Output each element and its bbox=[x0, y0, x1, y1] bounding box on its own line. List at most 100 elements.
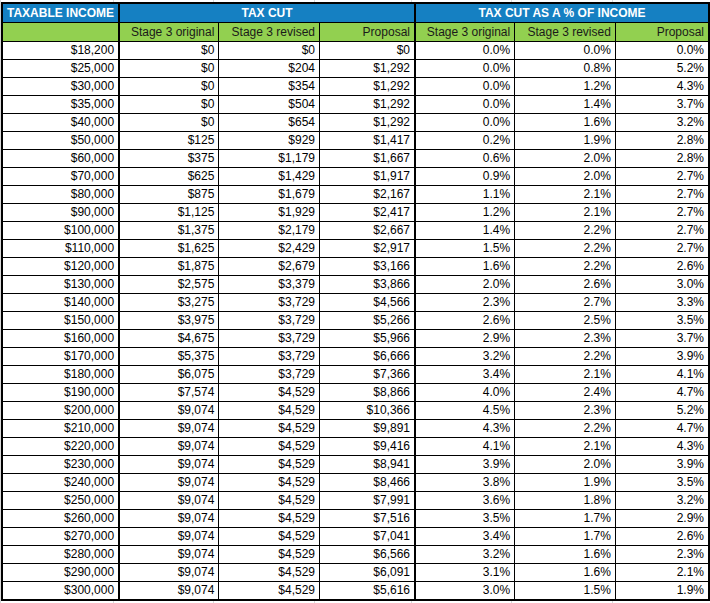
stage3-original-pct-cell[interactable]: 3.1% bbox=[415, 564, 515, 582]
stage3-original-cell[interactable]: $0 bbox=[119, 42, 219, 60]
income-cell[interactable]: $180,000 bbox=[2, 366, 119, 384]
stage3-original-pct-cell[interactable]: 2.6% bbox=[415, 312, 515, 330]
stage3-revised-cell[interactable]: $3,729 bbox=[219, 330, 320, 348]
income-cell[interactable]: $290,000 bbox=[2, 564, 119, 582]
proposal-pct-cell[interactable]: 4.7% bbox=[615, 384, 709, 402]
stage3-revised-pct-cell[interactable]: 1.5% bbox=[515, 582, 616, 601]
stage3-revised-cell[interactable]: $1,179 bbox=[219, 150, 320, 168]
stage3-revised-pct-cell[interactable]: 2.4% bbox=[515, 384, 616, 402]
stage3-revised-pct-cell[interactable]: 0.0% bbox=[515, 42, 616, 60]
stage3-revised-pct-cell[interactable]: 2.5% bbox=[515, 312, 616, 330]
stage3-revised-pct-cell[interactable]: 1.4% bbox=[515, 96, 616, 114]
proposal-pct-cell[interactable]: 3.3% bbox=[615, 294, 709, 312]
proposal-pct-cell[interactable]: 3.5% bbox=[615, 312, 709, 330]
stage3-original-cell[interactable]: $9,074 bbox=[119, 402, 219, 420]
stage3-revised-pct-cell[interactable]: 1.2% bbox=[515, 78, 616, 96]
stage3-revised-pct-cell[interactable]: 1.6% bbox=[515, 564, 616, 582]
subheader-blank-cell[interactable] bbox=[2, 23, 119, 42]
proposal-pct-cell[interactable]: 5.2% bbox=[615, 60, 709, 78]
stage3-revised-pct-cell[interactable]: 1.8% bbox=[515, 492, 616, 510]
proposal-pct-cell[interactable]: 2.7% bbox=[615, 186, 709, 204]
proposal-pct-cell[interactable]: 2.8% bbox=[615, 150, 709, 168]
income-cell[interactable]: $25,000 bbox=[2, 60, 119, 78]
proposal-pct-cell[interactable]: 2.6% bbox=[615, 258, 709, 276]
proposal-cell[interactable]: $7,991 bbox=[320, 492, 415, 510]
income-cell[interactable]: $40,000 bbox=[2, 114, 119, 132]
stage3-revised-pct-cell[interactable]: 2.2% bbox=[515, 258, 616, 276]
income-cell[interactable]: $170,000 bbox=[2, 348, 119, 366]
stage3-original-pct-cell[interactable]: 3.5% bbox=[415, 510, 515, 528]
income-cell[interactable]: $50,000 bbox=[2, 132, 119, 150]
proposal-pct-cell[interactable]: 5.2% bbox=[615, 402, 709, 420]
stage3-revised-cell[interactable]: $1,429 bbox=[219, 168, 320, 186]
stage3-original-cell[interactable]: $7,574 bbox=[119, 384, 219, 402]
stage3-revised-pct-cell[interactable]: 2.6% bbox=[515, 276, 616, 294]
stage3-original-pct-cell[interactable]: 0.0% bbox=[415, 60, 515, 78]
stage3-original-pct-cell[interactable]: 3.2% bbox=[415, 546, 515, 564]
income-cell[interactable]: $210,000 bbox=[2, 420, 119, 438]
proposal-pct-cell[interactable]: 2.7% bbox=[615, 222, 709, 240]
stage3-original-cell[interactable]: $9,074 bbox=[119, 510, 219, 528]
stage3-original-cell[interactable]: $3,275 bbox=[119, 294, 219, 312]
proposal-cell[interactable]: $6,091 bbox=[320, 564, 415, 582]
stage3-revised-pct-cell[interactable]: 2.0% bbox=[515, 168, 616, 186]
proposal-pct-cell[interactable]: 2.9% bbox=[615, 510, 709, 528]
proposal-pct-cell[interactable]: 0.0% bbox=[615, 42, 709, 60]
proposal-cell[interactable]: $7,041 bbox=[320, 528, 415, 546]
proposal-cell[interactable]: $1,292 bbox=[320, 60, 415, 78]
proposal-pct-cell[interactable]: 2.1% bbox=[615, 564, 709, 582]
stage3-revised-cell[interactable]: $3,379 bbox=[219, 276, 320, 294]
stage3-original-cell[interactable]: $1,875 bbox=[119, 258, 219, 276]
stage3-original-cell[interactable]: $9,074 bbox=[119, 564, 219, 582]
proposal-cell[interactable]: $9,891 bbox=[320, 420, 415, 438]
income-cell[interactable]: $270,000 bbox=[2, 528, 119, 546]
stage3-original-pct-cell[interactable]: 0.0% bbox=[415, 42, 515, 60]
income-cell[interactable]: $240,000 bbox=[2, 474, 119, 492]
proposal-cell[interactable]: $1,917 bbox=[320, 168, 415, 186]
stage3-revised-cell[interactable]: $4,529 bbox=[219, 438, 320, 456]
proposal-pct-cell[interactable]: 4.3% bbox=[615, 438, 709, 456]
proposal-cell[interactable]: $5,616 bbox=[320, 582, 415, 601]
stage3-original-cell[interactable]: $1,125 bbox=[119, 204, 219, 222]
stage3-original-pct-cell[interactable]: 4.0% bbox=[415, 384, 515, 402]
stage3-original-pct-cell[interactable]: 4.3% bbox=[415, 420, 515, 438]
stage3-original-pct-cell[interactable]: 2.9% bbox=[415, 330, 515, 348]
proposal-cell[interactable]: $2,917 bbox=[320, 240, 415, 258]
stage3-original-cell[interactable]: $1,625 bbox=[119, 240, 219, 258]
stage3-original-pct-cell[interactable]: 1.2% bbox=[415, 204, 515, 222]
stage3-revised-cell[interactable]: $4,529 bbox=[219, 384, 320, 402]
income-cell[interactable]: $60,000 bbox=[2, 150, 119, 168]
stage3-revised-pct-cell[interactable]: 2.2% bbox=[515, 348, 616, 366]
stage3-original-pct-cell[interactable]: 2.0% bbox=[415, 276, 515, 294]
proposal-cell[interactable]: $2,167 bbox=[320, 186, 415, 204]
stage3-original-pct-cell[interactable]: 1.1% bbox=[415, 186, 515, 204]
proposal-pct-cell[interactable]: 3.9% bbox=[615, 348, 709, 366]
stage3-original-pct-cell[interactable]: 3.9% bbox=[415, 456, 515, 474]
stage3-revised-cell[interactable]: $2,679 bbox=[219, 258, 320, 276]
income-cell[interactable]: $200,000 bbox=[2, 402, 119, 420]
stage3-revised-pct-cell[interactable]: 1.7% bbox=[515, 528, 616, 546]
stage3-revised-cell[interactable]: $3,729 bbox=[219, 348, 320, 366]
proposal-cell[interactable]: $1,667 bbox=[320, 150, 415, 168]
stage3-original-pct-cell[interactable]: 3.4% bbox=[415, 528, 515, 546]
income-cell[interactable]: $280,000 bbox=[2, 546, 119, 564]
stage3-revised-cell[interactable]: $354 bbox=[219, 78, 320, 96]
income-cell[interactable]: $70,000 bbox=[2, 168, 119, 186]
stage3-revised-pct-cell[interactable]: 1.9% bbox=[515, 474, 616, 492]
proposal-pct-cell[interactable]: 2.6% bbox=[615, 528, 709, 546]
stage3-revised-pct-cell[interactable]: 1.6% bbox=[515, 546, 616, 564]
proposal-pct-cell[interactable]: 3.7% bbox=[615, 96, 709, 114]
stage3-original-pct-cell[interactable]: 1.4% bbox=[415, 222, 515, 240]
proposal-cell[interactable]: $1,292 bbox=[320, 96, 415, 114]
proposal-pct-cell[interactable]: 3.5% bbox=[615, 474, 709, 492]
income-cell[interactable]: $140,000 bbox=[2, 294, 119, 312]
stage3-original-cell[interactable]: $9,074 bbox=[119, 546, 219, 564]
stage3-revised-cell[interactable]: $3,729 bbox=[219, 366, 320, 384]
stage3-revised-cell[interactable]: $4,529 bbox=[219, 456, 320, 474]
stage3-original-pct-cell[interactable]: 3.0% bbox=[415, 582, 515, 601]
income-cell[interactable]: $230,000 bbox=[2, 456, 119, 474]
proposal-cell[interactable]: $3,866 bbox=[320, 276, 415, 294]
stage3-revised-pct-cell[interactable]: 2.2% bbox=[515, 222, 616, 240]
proposal-cell[interactable]: $10,366 bbox=[320, 402, 415, 420]
income-cell[interactable]: $190,000 bbox=[2, 384, 119, 402]
